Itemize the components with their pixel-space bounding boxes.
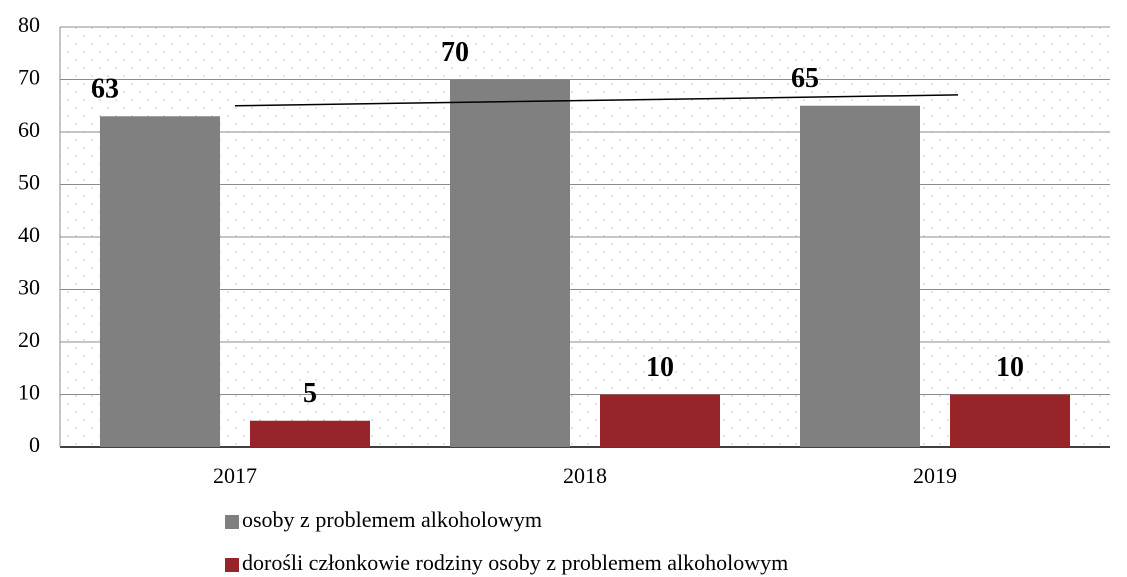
legend-swatch [225,558,239,572]
legend-label: osoby z problemem alkoholowym [242,507,542,532]
y-tick-label: 0 [29,432,40,457]
y-tick-label: 70 [18,65,40,90]
y-tick-label: 50 [18,170,40,195]
x-tick-label: 2017 [213,463,257,488]
y-tick-label: 10 [18,380,40,405]
trendline [234,94,959,107]
y-tick-label: 80 [18,12,40,37]
bar [800,105,920,447]
data-label: 5 [303,378,317,409]
y-tick-label: 30 [18,275,40,300]
y-tick-label: 40 [18,222,40,247]
data-label: 63 [91,74,119,105]
legend-swatch [225,515,239,529]
bar [950,394,1070,447]
legend-label: dorośli członkowie rodziny osoby z probl… [242,550,788,575]
x-tick-label: 2018 [563,463,607,488]
data-label: 10 [996,352,1024,383]
data-label: 65 [791,63,819,94]
bar [250,420,370,447]
bar [600,394,720,447]
bar [100,116,220,447]
x-tick-label: 2019 [913,463,957,488]
bar [450,79,570,447]
data-label: 70 [441,37,469,68]
y-tick-label: 20 [18,327,40,352]
data-label: 10 [646,352,674,383]
y-tick-label: 60 [18,117,40,142]
